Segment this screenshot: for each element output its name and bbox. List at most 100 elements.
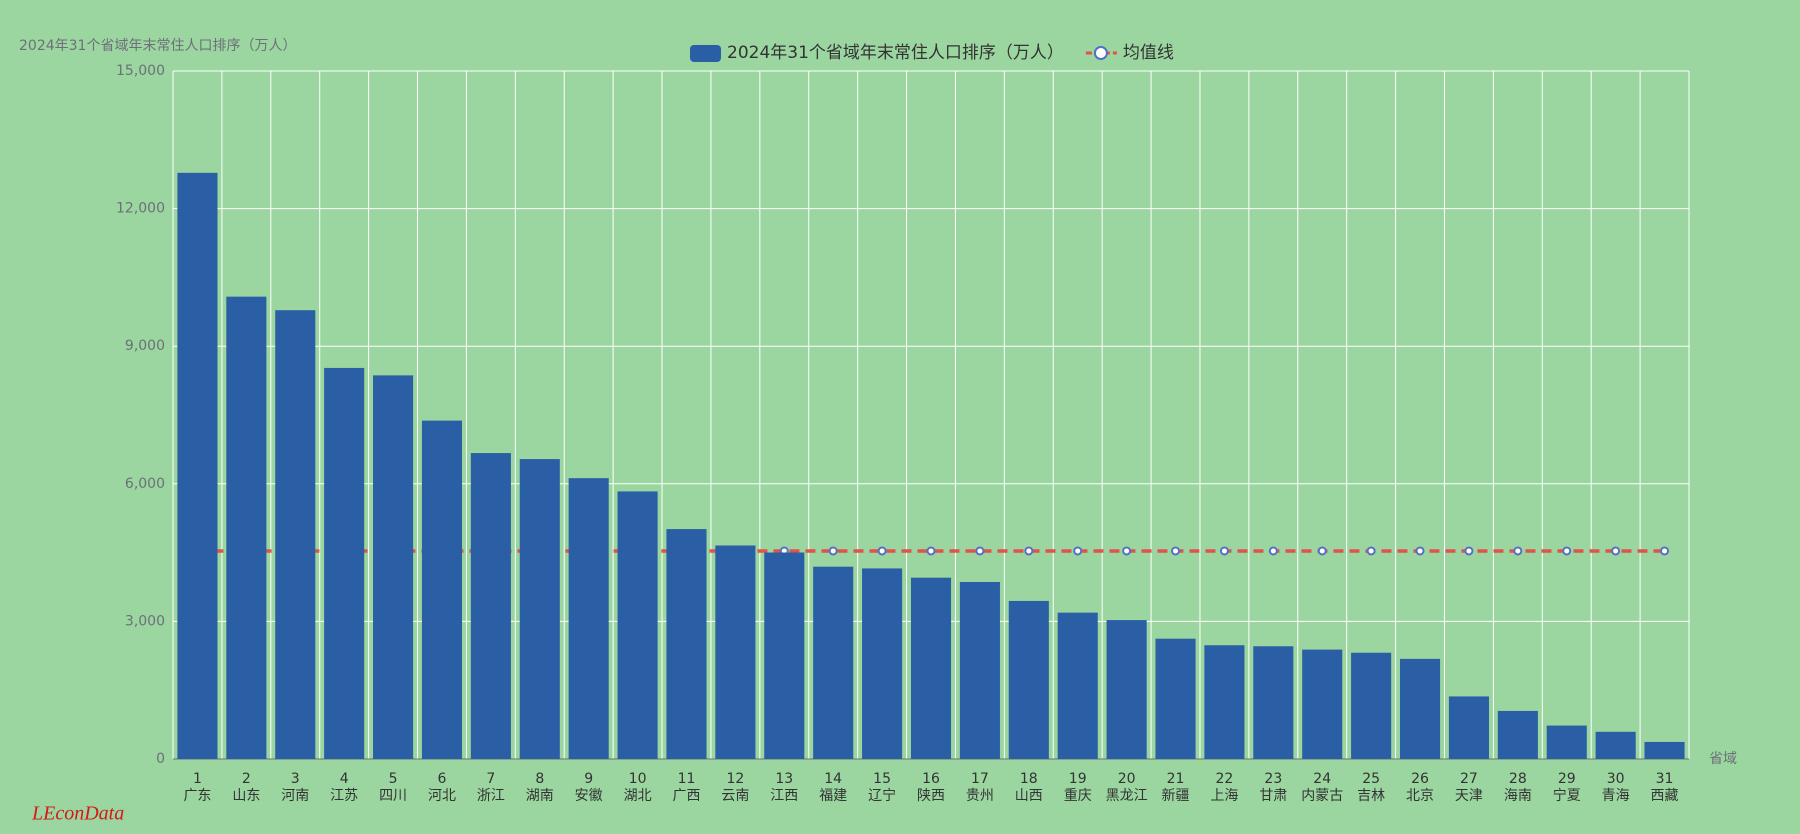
mean-marker bbox=[1660, 546, 1670, 556]
y-tick-label: 15,000 bbox=[116, 63, 165, 79]
x-tick-label: 吉林 bbox=[1357, 788, 1385, 804]
x-tick-label: 山东 bbox=[232, 788, 260, 804]
x-tick-rank: 21 bbox=[1167, 771, 1185, 787]
x-tick-label: 天津 bbox=[1455, 788, 1483, 804]
bar bbox=[1302, 649, 1343, 759]
bar bbox=[1106, 620, 1147, 759]
bar bbox=[715, 545, 756, 759]
mean-marker bbox=[1122, 546, 1132, 556]
x-tick-rank: 7 bbox=[486, 771, 495, 787]
x-tick-rank: 31 bbox=[1656, 771, 1674, 787]
mean-marker bbox=[1464, 546, 1474, 556]
x-tick-rank: 29 bbox=[1558, 771, 1576, 787]
legend-label: 2024年31个省域年末常住人口排序（万人） bbox=[727, 43, 1064, 63]
x-tick-rank: 15 bbox=[873, 771, 891, 787]
x-tick-rank: 5 bbox=[389, 771, 398, 787]
bar bbox=[1595, 731, 1636, 759]
bar bbox=[1008, 600, 1049, 759]
x-tick-label: 重庆 bbox=[1064, 788, 1092, 804]
mean-marker bbox=[828, 546, 838, 556]
x-tick-label: 河北 bbox=[428, 788, 456, 804]
bar bbox=[275, 310, 316, 759]
bar bbox=[1399, 658, 1441, 759]
x-tick-rank: 28 bbox=[1509, 771, 1527, 787]
bar bbox=[617, 491, 658, 759]
y-tick-label: 9,000 bbox=[125, 338, 165, 354]
bar bbox=[910, 577, 952, 759]
bar bbox=[1057, 612, 1098, 759]
bar bbox=[666, 529, 707, 759]
bar bbox=[1644, 741, 1685, 759]
x-tick-label: 甘肃 bbox=[1259, 788, 1287, 804]
y-tick-label: 12,000 bbox=[116, 201, 165, 217]
mean-marker bbox=[1073, 546, 1083, 556]
mean-marker bbox=[1513, 546, 1523, 556]
x-tick-label: 内蒙古 bbox=[1301, 788, 1343, 804]
x-tick-label: 安徽 bbox=[575, 788, 603, 804]
mean-marker bbox=[1415, 546, 1425, 556]
x-tick-rank: 24 bbox=[1313, 771, 1331, 787]
x-tick-rank: 26 bbox=[1411, 771, 1429, 787]
mean-marker bbox=[1024, 546, 1034, 556]
x-tick-rank: 25 bbox=[1362, 771, 1380, 787]
bar bbox=[862, 568, 903, 759]
bar bbox=[1155, 638, 1196, 759]
mean-marker bbox=[1219, 546, 1229, 556]
x-tick-rank: 20 bbox=[1118, 771, 1136, 787]
x-tick-label: 湖南 bbox=[526, 788, 554, 804]
x-tick-label: 广西 bbox=[672, 788, 700, 804]
mean-marker bbox=[1171, 546, 1181, 556]
x-tick-label: 海南 bbox=[1504, 788, 1532, 804]
watermark: LEconData bbox=[31, 803, 124, 825]
bar bbox=[1497, 710, 1538, 759]
x-tick-rank: 22 bbox=[1216, 771, 1234, 787]
x-tick-rank: 6 bbox=[438, 771, 447, 787]
x-tick-label: 西藏 bbox=[1651, 788, 1679, 804]
bar bbox=[1448, 696, 1489, 759]
mean-marker bbox=[877, 546, 887, 556]
x-tick-rank: 11 bbox=[678, 771, 696, 787]
x-tick-rank: 13 bbox=[775, 771, 793, 787]
legend-label: 均值线 bbox=[1123, 43, 1174, 63]
x-tick-label: 山西 bbox=[1015, 788, 1043, 804]
x-tick-label: 上海 bbox=[1210, 788, 1238, 804]
x-tick-rank: 19 bbox=[1069, 771, 1087, 787]
bar bbox=[568, 478, 609, 759]
bar bbox=[324, 367, 365, 759]
bar bbox=[177, 172, 218, 760]
x-tick-rank: 27 bbox=[1460, 771, 1478, 787]
x-tick-rank: 18 bbox=[1020, 771, 1038, 787]
legend-swatch bbox=[690, 45, 721, 62]
mean-marker bbox=[1611, 546, 1621, 556]
x-tick-rank: 17 bbox=[971, 771, 989, 787]
bar bbox=[519, 459, 560, 759]
x-tick-label: 四川 bbox=[379, 788, 407, 804]
x-tick-rank: 23 bbox=[1264, 771, 1282, 787]
y-tick-label: 3,000 bbox=[125, 613, 165, 629]
x-tick-label: 青海 bbox=[1602, 788, 1630, 804]
x-tick-rank: 30 bbox=[1607, 771, 1625, 787]
x-tick-label: 浙江 bbox=[477, 788, 505, 804]
bar bbox=[1351, 652, 1392, 759]
x-tick-label: 陕西 bbox=[917, 788, 945, 804]
x-axis-label: 省域 bbox=[1709, 751, 1737, 767]
x-tick-rank: 8 bbox=[535, 771, 544, 787]
x-tick-label: 新疆 bbox=[1162, 788, 1190, 804]
x-tick-label: 北京 bbox=[1406, 788, 1434, 804]
bar bbox=[1204, 645, 1245, 759]
x-tick-label: 宁夏 bbox=[1553, 787, 1581, 804]
mean-marker bbox=[1317, 546, 1327, 556]
x-tick-label: 河南 bbox=[281, 788, 309, 804]
x-tick-label: 黑龙江 bbox=[1106, 788, 1148, 804]
x-tick-rank: 9 bbox=[584, 771, 593, 787]
x-tick-label: 贵州 bbox=[966, 788, 994, 804]
bar bbox=[813, 566, 854, 759]
bar bbox=[470, 453, 511, 759]
x-tick-label: 云南 bbox=[721, 788, 749, 804]
x-tick-rank: 2 bbox=[242, 771, 251, 787]
x-tick-label: 辽宁 bbox=[868, 787, 896, 804]
x-tick-rank: 10 bbox=[629, 771, 647, 787]
y-tick-label: 0 bbox=[156, 751, 165, 767]
bar bbox=[1546, 725, 1587, 759]
